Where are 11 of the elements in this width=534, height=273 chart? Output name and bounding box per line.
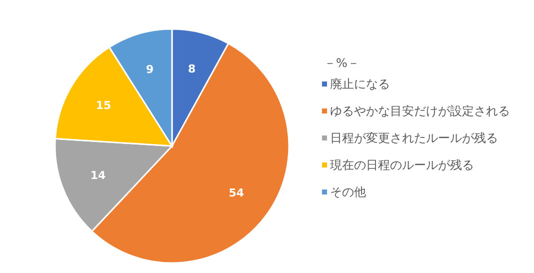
legend-label: 現在の日程のルールが残る [330,158,474,172]
data-label: 15 [96,99,112,112]
legend-title: －%－ [324,56,360,70]
data-label: 9 [146,63,154,76]
legend-label: その他 [330,185,366,199]
data-label: 14 [90,168,106,182]
data-label: 54 [228,186,244,200]
legend-label: 廃止になる [330,77,390,91]
legend-label: ゆるやかな目安だけが設定される [330,104,510,118]
data-label: 8 [188,62,196,76]
legend-label: 日程が変更されたルールが残る [330,131,498,145]
